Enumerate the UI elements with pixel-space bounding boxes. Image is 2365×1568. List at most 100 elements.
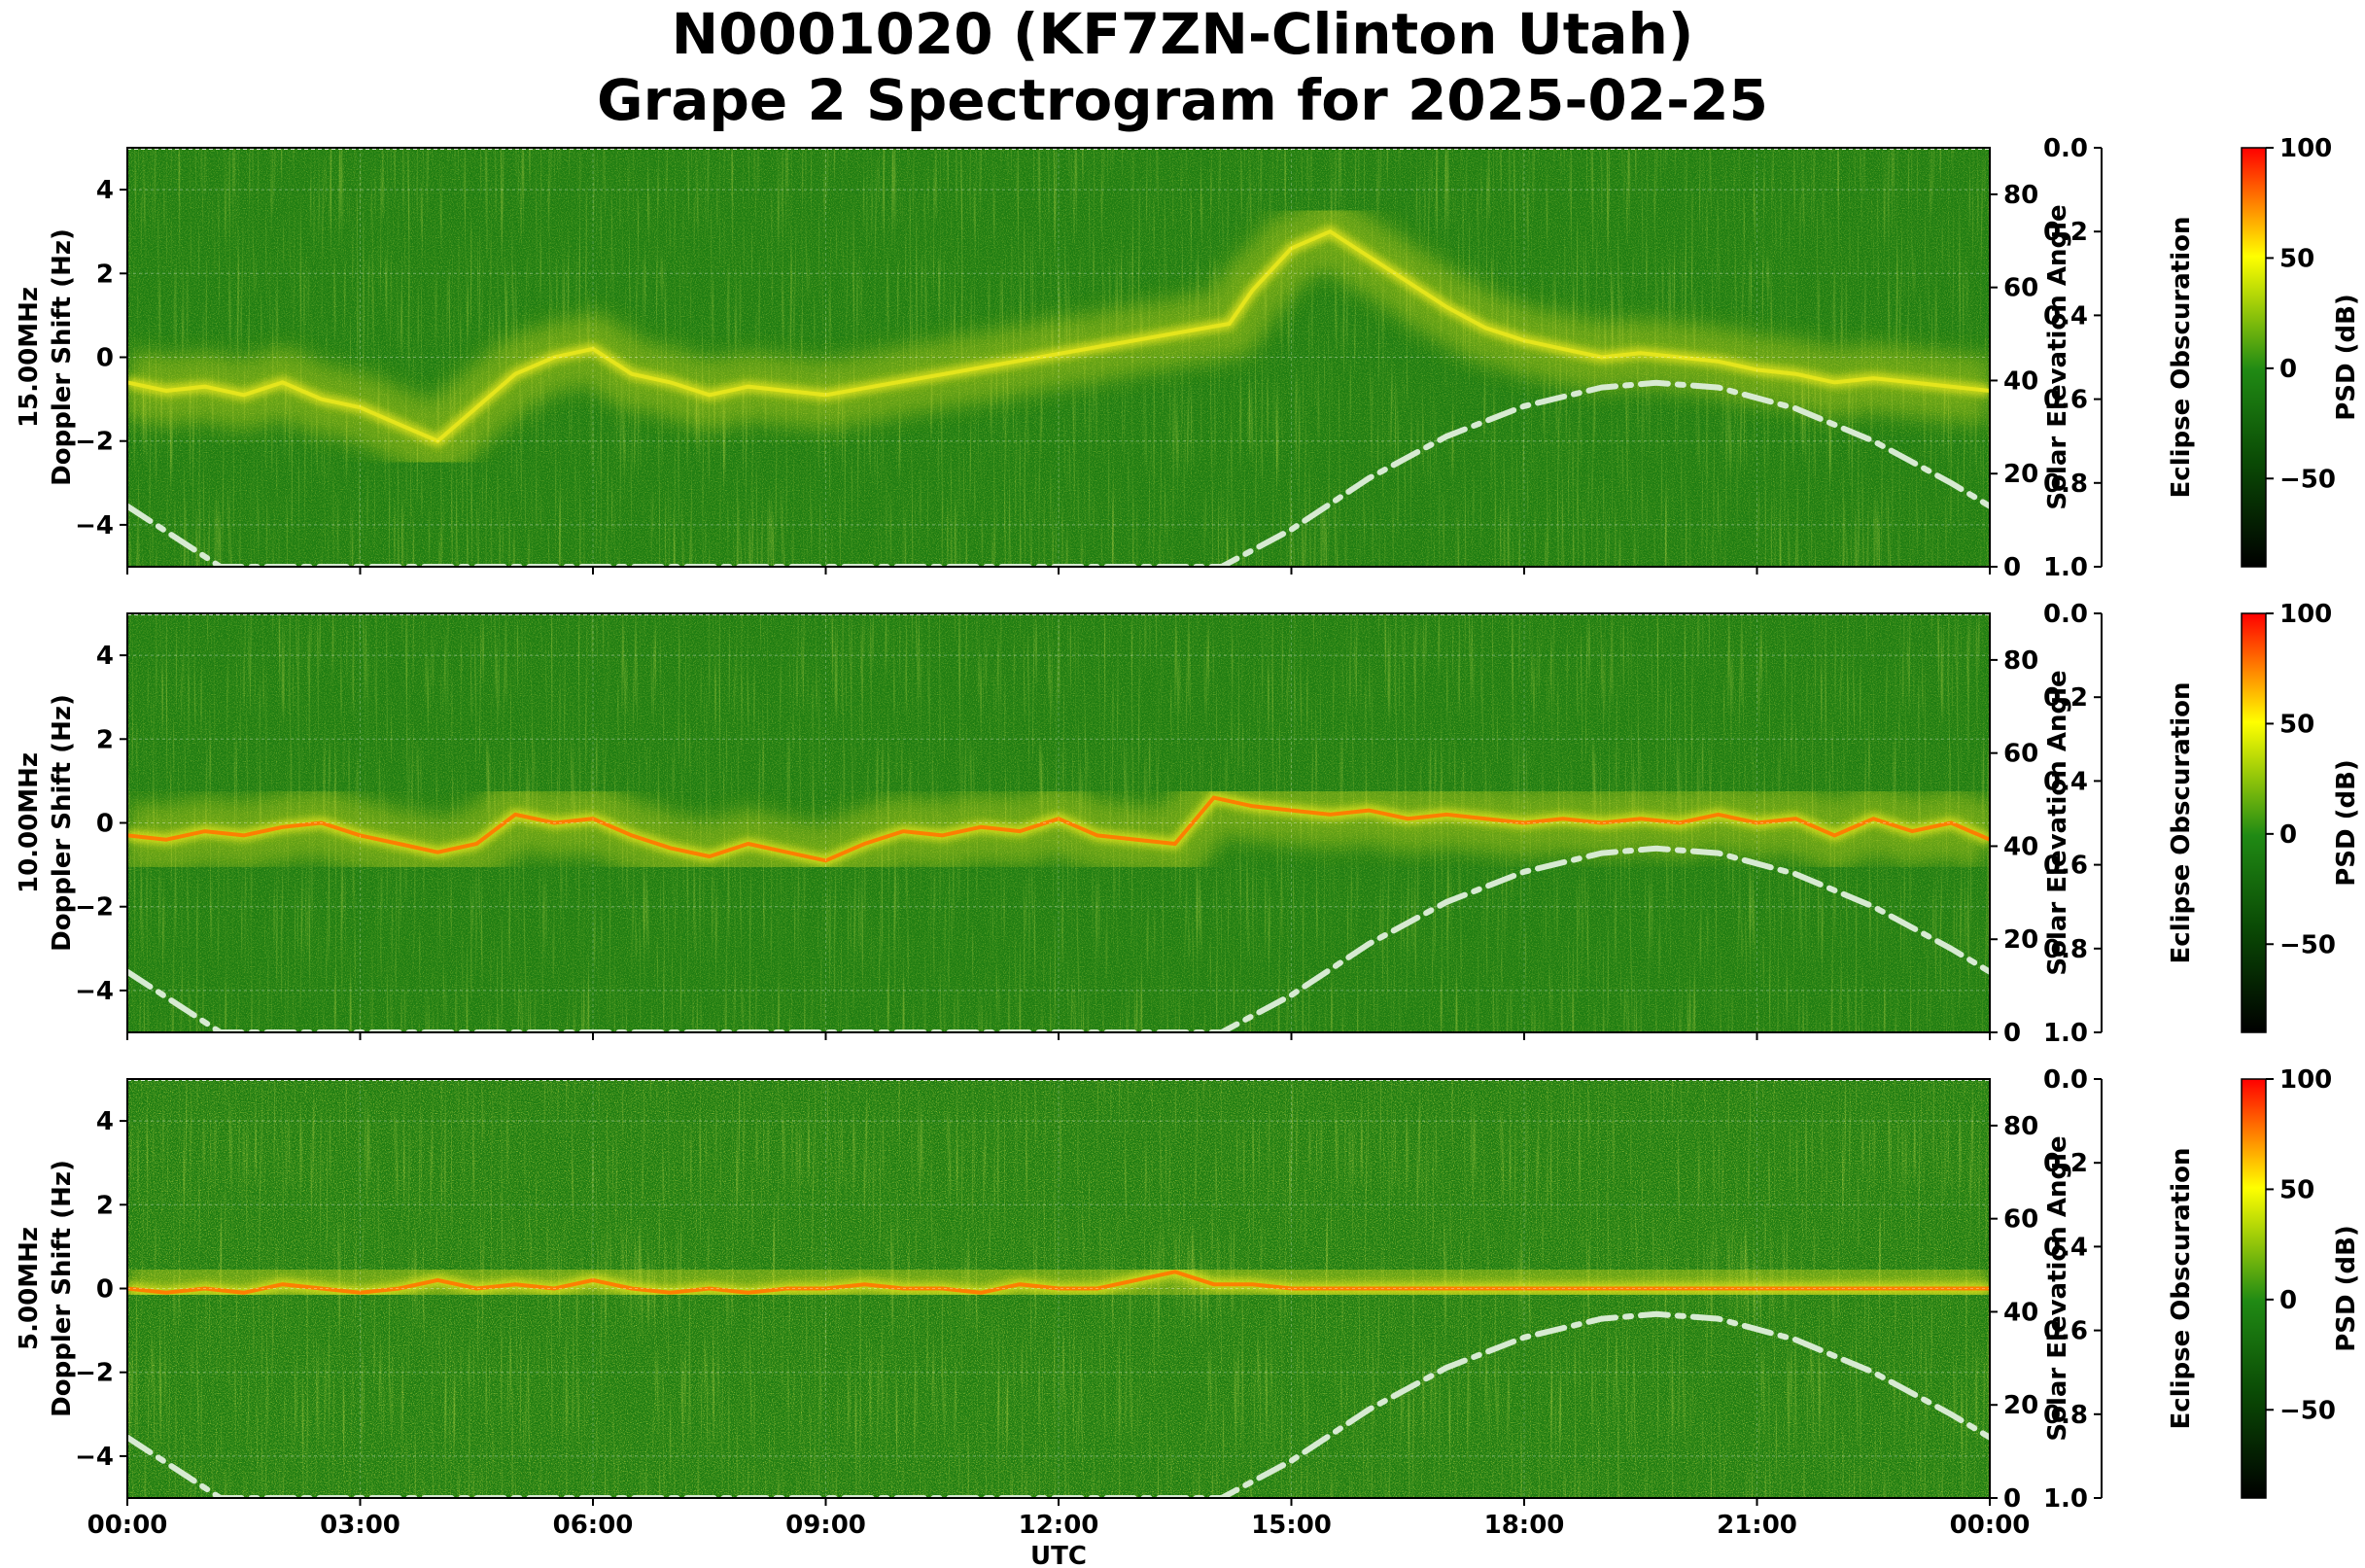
elevation-tick-label: 40: [2003, 832, 2038, 861]
y-tick-label: 4: [96, 642, 114, 671]
elevation-tick-label: 0: [2003, 553, 2021, 582]
elevation-tick-label: 20: [2003, 460, 2038, 489]
eclipse-tick-label: 0.6: [2043, 386, 2088, 415]
solar-elevation-curve: [127, 379, 1990, 567]
panel-5-00mhz: 420−2−45.00MHz Doppler Shift (Hz)80604020…: [15, 1065, 2361, 1568]
elevation-axis-label: Solar Elevation Angle: [2043, 670, 2072, 975]
y-axis-label-line: Doppler Shift (Hz): [48, 228, 77, 486]
eclipse-tick-label: 0.6: [2043, 852, 2088, 881]
x-tick-label: 09:00: [785, 1511, 866, 1540]
eclipse-tick-label: 0.8: [2043, 470, 2088, 499]
elevation-tick-label: 60: [2003, 274, 2038, 303]
eclipse-tick-label: 1.0: [2043, 1019, 2088, 1048]
y-axis-label: 10.00MHz Doppler Shift (Hz): [15, 694, 77, 952]
elevation-tick-label: 60: [2003, 1205, 2038, 1235]
elevation-tick-label: 80: [2003, 646, 2038, 676]
panel-15-00mhz: 420−2−415.00MHz Doppler Shift (Hz)8060402…: [15, 134, 2361, 582]
eclipse-tick-label: 0.4: [2043, 1233, 2088, 1262]
eclipse-tick-label: 0.0: [2043, 134, 2088, 163]
colorbar-label: PSD (dB): [2332, 294, 2361, 421]
y-tick-label: −2: [75, 1359, 114, 1388]
eclipse-tick-label: 1.0: [2043, 553, 2088, 582]
eclipse-tick-label: 0.4: [2043, 301, 2088, 331]
eclipse-tick-label: 0.0: [2043, 600, 2088, 629]
y-tick-label: 0: [96, 1275, 114, 1305]
psd-colorbar: [2241, 612, 2267, 1033]
colorbar-tick-label: −50: [2279, 930, 2336, 959]
eclipse-tick-label: 0.0: [2043, 1065, 2088, 1095]
y-axis-label-line: Doppler Shift (Hz): [48, 694, 77, 952]
elevation-tick-label: 40: [2003, 1298, 2038, 1327]
colorbar-tick-label: 0: [2279, 1286, 2297, 1315]
chart-title-line-2: Grape 2 Spectrogram for 2025-02-25: [597, 67, 1768, 133]
y-tick-label: −4: [75, 977, 114, 1006]
colorbar-tick-label: 50: [2279, 244, 2314, 273]
y-tick-label: 0: [96, 810, 114, 839]
solar-elevation-curve: [127, 845, 1990, 1032]
x-tick-label: 00:00: [87, 1511, 168, 1540]
colorbar-tick-label: 100: [2279, 134, 2332, 163]
eclipse-tick-label: 0.8: [2043, 935, 2088, 964]
elevation-tick-label: 40: [2003, 366, 2038, 396]
y-tick-label: 2: [96, 260, 114, 289]
elevation-tick-label: 0: [2003, 1019, 2021, 1048]
chart-title-line-1: N0001020 (KF7ZN-Clinton Utah): [671, 1, 1694, 67]
colorbar-tick-label: 50: [2279, 710, 2314, 739]
x-tick-label: 15:00: [1251, 1511, 1332, 1540]
doppler-trace: [127, 795, 1990, 863]
elevation-axis-label: Solar Elevation Angle: [2043, 1135, 2072, 1441]
x-tick-label: 00:00: [1950, 1511, 2031, 1540]
colorbar-tick-label: 50: [2279, 1175, 2314, 1204]
y-tick-label: −4: [75, 1443, 114, 1472]
solar-elevation-curve: [127, 1310, 1990, 1498]
colorbar-label: PSD (dB): [2332, 759, 2361, 887]
y-tick-label: −4: [75, 511, 114, 540]
panel-10-00mhz: 420−2−410.00MHz Doppler Shift (Hz)8060402…: [15, 600, 2361, 1048]
eclipse-tick-label: 0.8: [2043, 1401, 2088, 1430]
eclipse-tick-label: 0.6: [2043, 1317, 2088, 1346]
elevation-tick-label: 80: [2003, 181, 2038, 210]
x-tick-label: 21:00: [1717, 1511, 1797, 1540]
eclipse-axis-label: Eclipse Obscuration: [2167, 217, 2196, 499]
psd-colorbar: [2241, 147, 2267, 568]
y-axis-label-line: Doppler Shift (Hz): [48, 1160, 77, 1417]
y-axis-label: 15.00MHz Doppler Shift (Hz): [15, 228, 77, 486]
eclipse-tick-label: 0.4: [2043, 767, 2088, 796]
colorbar-tick-label: 100: [2279, 600, 2332, 629]
x-tick-label: 06:00: [553, 1511, 634, 1540]
eclipse-axis-label: Eclipse Obscuration: [2167, 1148, 2196, 1430]
colorbar-tick-label: −50: [2279, 465, 2336, 494]
y-axis-label-line: 10.00MHz: [15, 752, 44, 893]
eclipse-tick-label: 0.2: [2043, 1149, 2088, 1178]
y-tick-label: 4: [96, 1107, 114, 1136]
y-axis-label-line: 5.00MHz: [15, 1227, 44, 1350]
eclipse-tick-label: 1.0: [2043, 1484, 2088, 1514]
elevation-axis-label: Solar Elevation Angle: [2043, 204, 2072, 509]
y-tick-label: −2: [75, 428, 114, 457]
eclipse-tick-label: 0.2: [2043, 683, 2088, 713]
y-tick-label: 2: [96, 1191, 114, 1220]
y-tick-label: 4: [96, 176, 114, 205]
spectrogram-area: [127, 148, 1990, 567]
elevation-tick-label: 0: [2003, 1484, 2021, 1514]
eclipse-tick-label: 0.2: [2043, 218, 2088, 247]
colorbar-tick-label: −50: [2279, 1396, 2336, 1425]
colorbar-tick-label: 0: [2279, 820, 2297, 850]
colorbar-tick-label: 0: [2279, 355, 2297, 384]
x-axis-label: UTC: [1030, 1542, 1087, 1568]
x-tick-label: 03:00: [320, 1511, 400, 1540]
elevation-tick-label: 80: [2003, 1112, 2038, 1141]
doppler-trace: [127, 228, 1990, 444]
y-axis-label: 5.00MHz Doppler Shift (Hz): [15, 1160, 77, 1417]
colorbar-label: PSD (dB): [2332, 1225, 2361, 1352]
spectrogram-area: [127, 613, 1990, 1032]
doppler-trace: [127, 1270, 1990, 1295]
eclipse-axis-label: Eclipse Obscuration: [2167, 682, 2196, 964]
y-tick-label: 2: [96, 725, 114, 754]
x-tick-label: 18:00: [1484, 1511, 1565, 1540]
y-tick-label: −2: [75, 893, 114, 923]
psd-colorbar: [2241, 1078, 2267, 1499]
y-tick-label: 0: [96, 344, 114, 373]
elevation-tick-label: 20: [2003, 1391, 2038, 1420]
